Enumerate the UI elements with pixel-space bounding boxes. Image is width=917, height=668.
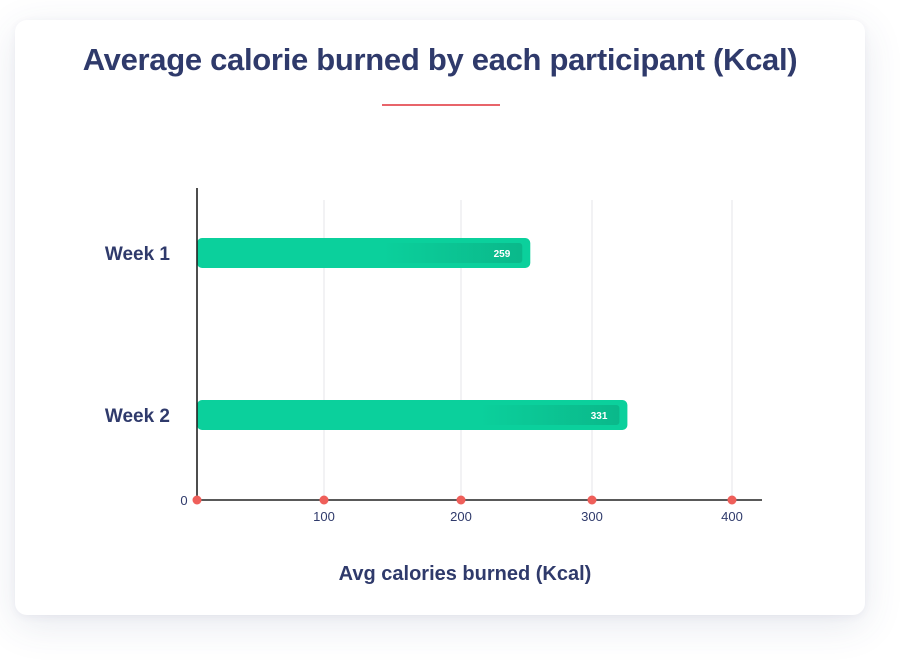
bar-label-box <box>479 405 620 425</box>
bar-value-label: 331 <box>591 411 608 422</box>
chart-title: Average calorie burned by each participa… <box>82 42 798 77</box>
bar-value-label: 259 <box>494 249 511 260</box>
x-tick-dot <box>192 495 202 505</box>
title-underline <box>382 104 500 106</box>
x-tick-dot <box>587 495 597 505</box>
x-tick-label: 200 <box>450 509 472 524</box>
chart-card: Average calorie burned by each participa… <box>15 20 865 615</box>
category-label: Week 2 <box>105 406 170 427</box>
category-label: Week 1 <box>105 244 171 265</box>
x-tick-label: 300 <box>581 509 603 524</box>
x-tick-dot <box>727 495 737 505</box>
x-axis-title: Avg calories burned (Kcal) <box>339 563 592 585</box>
x-tick-dot <box>319 495 329 505</box>
bar-label-box <box>382 243 523 263</box>
x-tick-label: 100 <box>313 509 335 524</box>
x-tick-label: 400 <box>721 509 743 524</box>
x-tick-label: 0 <box>180 493 187 508</box>
labels: 259 Week 1 331 Week 2 0 100 200 300 400 Avg calor… <box>105 244 743 585</box>
bars <box>197 238 628 430</box>
axes <box>192 188 762 505</box>
x-tick-dot <box>456 495 466 505</box>
